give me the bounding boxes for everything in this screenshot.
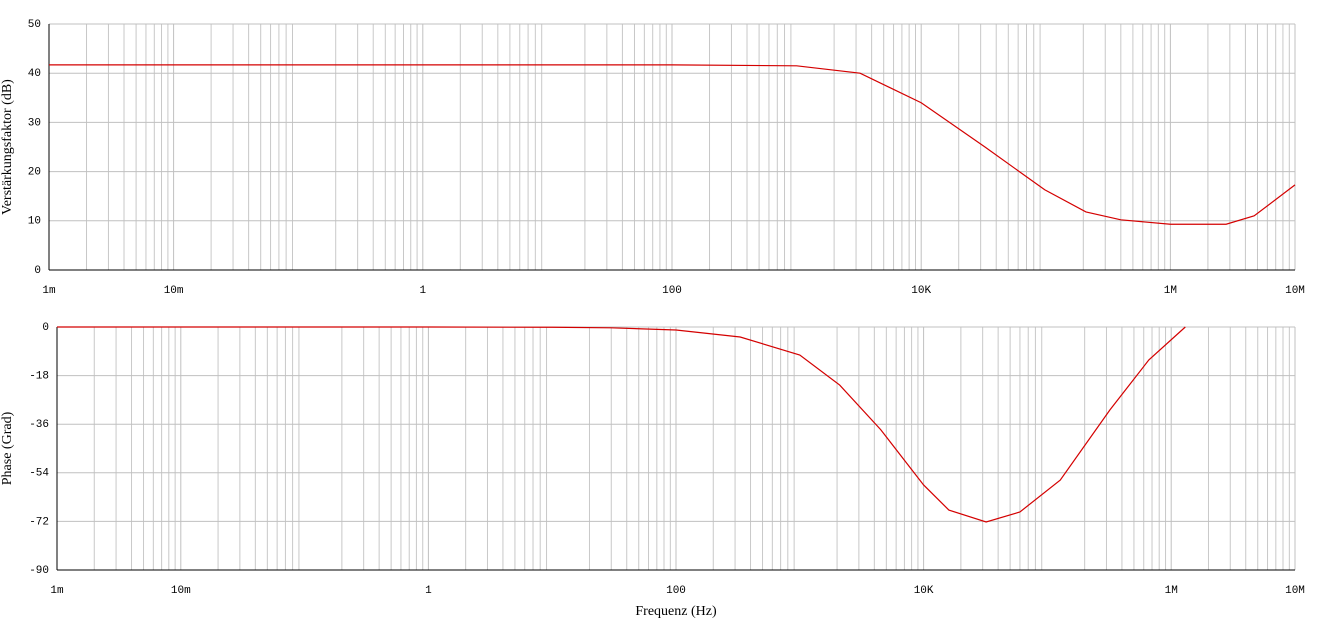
y-tick-label: 50 (28, 19, 41, 31)
x-tick-label: 1m (42, 285, 56, 297)
series-line (49, 64, 1296, 225)
y-tick-label: -72 (29, 516, 49, 528)
y-tick-label: 10 (28, 216, 41, 228)
x-tick-label: 1 (419, 285, 426, 297)
x-tick-label: 100 (666, 585, 686, 597)
series-line (57, 326, 1186, 523)
y-tick-label: 0 (42, 322, 49, 334)
x-tick-label: 10M (1285, 585, 1305, 597)
y-tick-label: 0 (34, 265, 41, 277)
y-tick-label: -90 (29, 565, 49, 577)
y-tick-label: -54 (29, 468, 49, 480)
x-tick-label: 1M (1164, 285, 1177, 297)
x-tick-label: 10K (911, 285, 931, 297)
x-tick-label: 1M (1165, 585, 1178, 597)
x-tick-label: 10m (164, 285, 184, 297)
y-tick-label: 20 (28, 167, 41, 179)
y-tick-label: -36 (29, 419, 49, 431)
y-axis-label: Verstärkungsfaktor (dB) (0, 79, 15, 215)
x-tick-label: 10m (171, 585, 191, 597)
x-tick-label: 1m (50, 585, 64, 597)
y-tick-label: -18 (29, 371, 49, 383)
x-tick-label: 10K (914, 585, 934, 597)
y-tick-label: 30 (28, 117, 41, 129)
y-axis-label: Phase (Grad) (0, 411, 15, 485)
x-tick-label: 100 (662, 285, 682, 297)
x-tick-label: 10M (1285, 285, 1305, 297)
x-tick-label: 1 (425, 585, 432, 597)
y-tick-label: 40 (28, 68, 41, 80)
x-axis-label: Frequenz (Hz) (635, 604, 717, 619)
